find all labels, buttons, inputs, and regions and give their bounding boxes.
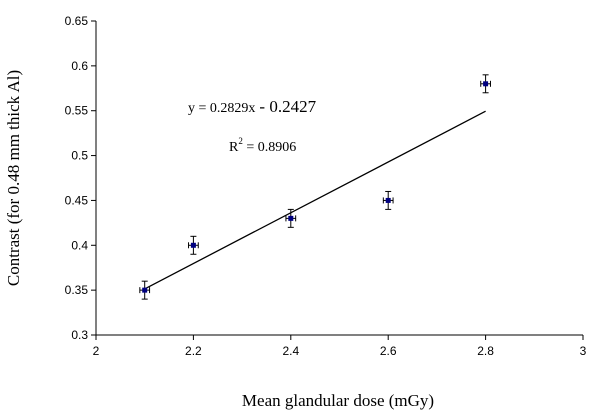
point-marker xyxy=(385,197,391,203)
trendline-group xyxy=(144,110,486,290)
x-tick-label: 2.2 xyxy=(185,344,202,358)
y-tick-label: 0.35 xyxy=(65,283,89,297)
point-marker xyxy=(483,81,489,87)
equation-suffix: - 0.2427 xyxy=(259,97,316,116)
x-tick-label: 2.4 xyxy=(282,344,299,358)
r2-suffix: = 0.8906 xyxy=(243,140,296,155)
y-tick-label: 0.55 xyxy=(65,104,89,118)
point-marker xyxy=(190,242,196,248)
y-tick-label: 0.4 xyxy=(71,238,88,252)
trendline xyxy=(144,110,486,290)
axes xyxy=(95,21,583,336)
data-point xyxy=(285,208,297,228)
x-axis-label: Mean glandular dose (mGy) xyxy=(242,391,434,410)
point-marker xyxy=(288,215,294,221)
equation-prefix: y = 0.2829x xyxy=(188,101,255,116)
equation-annotation: y = 0.2829x - 0.2427 xyxy=(188,97,317,116)
tick-marks: 0.3 0.35 0.4 0.45 0.5 0.55 0.6 0.65 2 2.2 2.4 2.6 2.… xyxy=(65,14,587,358)
data-point xyxy=(139,280,151,300)
r2-prefix: R xyxy=(229,140,239,155)
r2-superscript: 2 xyxy=(238,136,243,146)
y-axis-label: Contrast (for 0.48 mm thick Al) xyxy=(4,70,23,286)
x-tick-label: 2 xyxy=(93,344,100,358)
data-point xyxy=(188,235,199,255)
x-tick-label: 3 xyxy=(580,344,587,358)
y-tick-label: 0.6 xyxy=(71,59,88,73)
x-tick-label: 2.8 xyxy=(477,344,494,358)
point-marker xyxy=(142,287,148,293)
y-tick-label: 0.45 xyxy=(65,193,89,207)
x-tick-label: 2.6 xyxy=(380,344,397,358)
data-point xyxy=(480,74,491,94)
data-point xyxy=(382,190,394,210)
y-tick-label: 0.3 xyxy=(71,328,88,342)
y-tick-label: 0.5 xyxy=(71,149,88,163)
r-squared-annotation: R2 = 0.8906 xyxy=(229,136,296,155)
y-tick-label: 0.65 xyxy=(65,14,89,28)
data-points xyxy=(139,74,491,300)
